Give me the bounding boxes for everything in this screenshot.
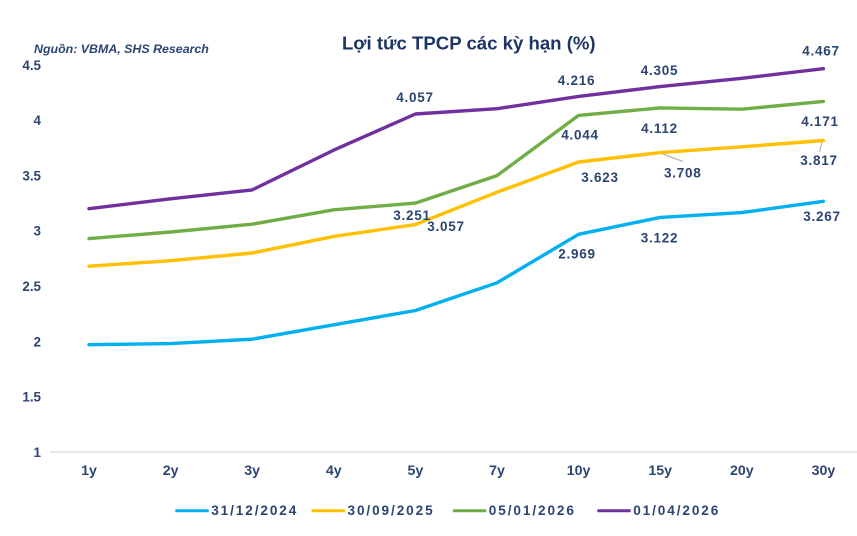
svg-text:3y: 3y <box>244 463 260 479</box>
svg-text:3.057: 3.057 <box>427 219 465 234</box>
svg-text:2.5: 2.5 <box>22 279 41 294</box>
svg-text:4: 4 <box>34 113 42 128</box>
svg-text:10y: 10y <box>567 463 591 479</box>
svg-text:4.044: 4.044 <box>561 127 599 142</box>
svg-text:01/04/2026: 01/04/2026 <box>633 503 720 518</box>
svg-text:3.817: 3.817 <box>800 153 838 168</box>
svg-text:4.171: 4.171 <box>801 114 839 129</box>
svg-text:Nguồn: VBMA, SHS Research: Nguồn: VBMA, SHS Research <box>34 42 209 56</box>
svg-text:4.5: 4.5 <box>22 58 41 73</box>
svg-text:30/09/2025: 30/09/2025 <box>348 503 435 518</box>
svg-text:1.5: 1.5 <box>22 390 41 405</box>
svg-text:4.057: 4.057 <box>396 90 434 105</box>
svg-text:20y: 20y <box>730 463 754 479</box>
svg-text:4.467: 4.467 <box>802 43 840 58</box>
svg-text:4.216: 4.216 <box>558 73 596 88</box>
svg-text:5y: 5y <box>408 463 424 479</box>
svg-text:15y: 15y <box>648 463 672 479</box>
svg-text:31/12/2024: 31/12/2024 <box>211 503 298 518</box>
svg-text:3.623: 3.623 <box>581 170 619 185</box>
svg-text:4.112: 4.112 <box>641 121 678 136</box>
svg-text:3.5: 3.5 <box>22 168 41 183</box>
svg-text:1: 1 <box>34 445 42 460</box>
svg-text:1y: 1y <box>81 463 97 479</box>
svg-text:Lợi tức TPCP các kỳ hạn (%): Lợi tức TPCP các kỳ hạn (%) <box>342 33 596 54</box>
svg-text:3.251: 3.251 <box>393 208 431 223</box>
svg-text:4.305: 4.305 <box>641 63 679 78</box>
svg-text:3.122: 3.122 <box>641 230 679 245</box>
svg-text:3: 3 <box>34 224 41 239</box>
svg-text:4y: 4y <box>326 463 342 479</box>
svg-text:3.708: 3.708 <box>664 166 702 181</box>
svg-text:05/01/2026: 05/01/2026 <box>489 503 576 518</box>
svg-text:30y: 30y <box>812 463 836 479</box>
svg-text:2.969: 2.969 <box>558 246 596 261</box>
svg-text:3.267: 3.267 <box>803 209 841 224</box>
svg-text:2: 2 <box>34 334 41 349</box>
svg-text:2y: 2y <box>163 463 179 479</box>
svg-text:7y: 7y <box>489 463 505 479</box>
